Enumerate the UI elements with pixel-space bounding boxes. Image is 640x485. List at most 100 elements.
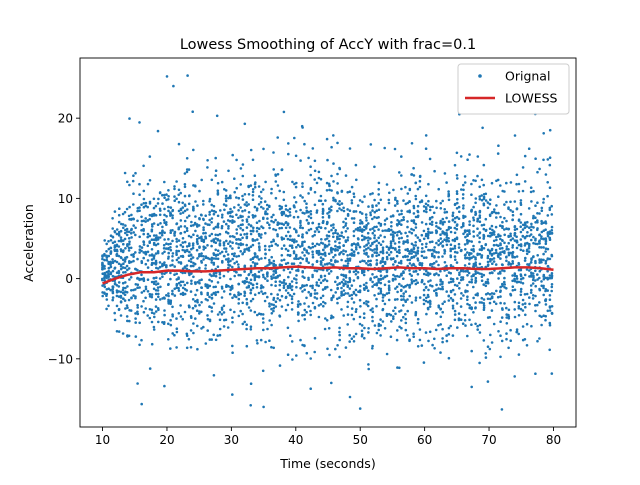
scatter-point: [178, 143, 181, 146]
scatter-point: [425, 313, 428, 316]
scatter-point: [415, 296, 418, 299]
scatter-point: [262, 329, 265, 332]
scatter-point: [252, 159, 255, 162]
scatter-point: [214, 211, 217, 214]
scatter-point: [205, 342, 208, 345]
scatter-point: [538, 301, 541, 304]
scatter-point: [141, 246, 144, 249]
scatter-point: [169, 278, 172, 281]
scatter-point: [223, 209, 226, 212]
scatter-point: [304, 318, 307, 321]
scatter-point: [322, 249, 325, 252]
scatter-point: [545, 303, 548, 306]
scatter-point: [501, 408, 504, 411]
scatter-point: [475, 277, 478, 280]
scatter-point: [134, 321, 137, 324]
scatter-point: [268, 205, 271, 208]
scatter-point: [231, 215, 234, 218]
scatter-point: [369, 237, 372, 240]
scatter-point: [163, 219, 166, 222]
scatter-point: [114, 282, 117, 285]
scatter-point: [458, 312, 461, 315]
scatter-point: [165, 265, 168, 268]
scatter-point: [526, 293, 529, 296]
scatter-point: [550, 205, 553, 208]
scatter-point: [111, 299, 114, 302]
scatter-point: [392, 310, 395, 313]
scatter-point: [472, 248, 475, 251]
scatter-point: [545, 262, 548, 265]
scatter-point: [157, 321, 160, 324]
scatter-point: [108, 255, 111, 258]
chart-title: Lowess Smoothing of AccY with frac=0.1: [180, 37, 476, 53]
scatter-point: [417, 318, 420, 321]
scatter-point: [196, 243, 199, 246]
scatter-point: [439, 323, 442, 326]
scatter-point: [400, 319, 403, 322]
scatter-point: [306, 352, 309, 355]
scatter-point: [272, 151, 275, 154]
scatter-point: [231, 266, 234, 269]
scatter-point: [163, 181, 166, 184]
scatter-point: [184, 249, 187, 252]
scatter-point: [128, 278, 131, 281]
scatter-point: [388, 280, 391, 283]
scatter-point: [221, 296, 224, 299]
scatter-point: [120, 248, 123, 251]
scatter-point: [396, 275, 399, 278]
scatter-point: [151, 321, 154, 324]
scatter-point: [157, 243, 160, 246]
scatter-point: [536, 243, 539, 246]
scatter-point: [316, 260, 319, 263]
scatter-point: [120, 296, 123, 299]
scatter-point: [122, 213, 125, 216]
scatter-point: [440, 316, 443, 319]
scatter-point: [336, 288, 339, 291]
scatter-point: [464, 231, 467, 234]
scatter-point: [383, 236, 386, 239]
scatter-point: [254, 174, 257, 177]
scatter-point: [250, 265, 253, 268]
scatter-point: [481, 179, 484, 182]
scatter-point: [390, 240, 393, 243]
scatter-point: [252, 227, 255, 230]
scatter-point: [314, 230, 317, 233]
scatter-point: [440, 207, 443, 210]
scatter-point: [542, 294, 545, 297]
scatter-point: [227, 242, 230, 245]
scatter-point: [149, 367, 152, 370]
scatter-point: [359, 407, 362, 410]
scatter-point: [301, 233, 304, 236]
scatter-point: [149, 235, 152, 238]
scatter-point: [149, 179, 152, 182]
scatter-point: [243, 291, 246, 294]
scatter-point: [479, 198, 482, 201]
scatter-point: [351, 186, 354, 189]
scatter-point: [227, 257, 230, 260]
scatter-point: [441, 341, 444, 344]
scatter-point: [268, 245, 271, 248]
scatter-point: [278, 274, 281, 277]
scatter-point: [116, 244, 119, 247]
scatter-point: [330, 175, 333, 178]
scatter-point: [485, 199, 488, 202]
scatter-point: [512, 251, 515, 254]
scatter-point: [550, 290, 553, 293]
scatter-point: [544, 228, 547, 231]
scatter-point: [462, 193, 465, 196]
scatter-point: [388, 299, 391, 302]
scatter-point: [277, 184, 280, 187]
scatter-point: [198, 282, 201, 285]
scatter-point: [159, 214, 162, 217]
scatter-point: [178, 239, 181, 242]
scatter-point: [194, 304, 197, 307]
scatter-point: [303, 248, 306, 251]
scatter-point: [101, 262, 104, 265]
scatter-point: [336, 302, 339, 305]
scatter-point: [517, 333, 520, 336]
scatter-point: [307, 305, 310, 308]
scatter-point: [215, 272, 218, 275]
scatter-point: [378, 254, 381, 257]
scatter-point: [508, 309, 511, 312]
scatter-point: [309, 357, 312, 360]
